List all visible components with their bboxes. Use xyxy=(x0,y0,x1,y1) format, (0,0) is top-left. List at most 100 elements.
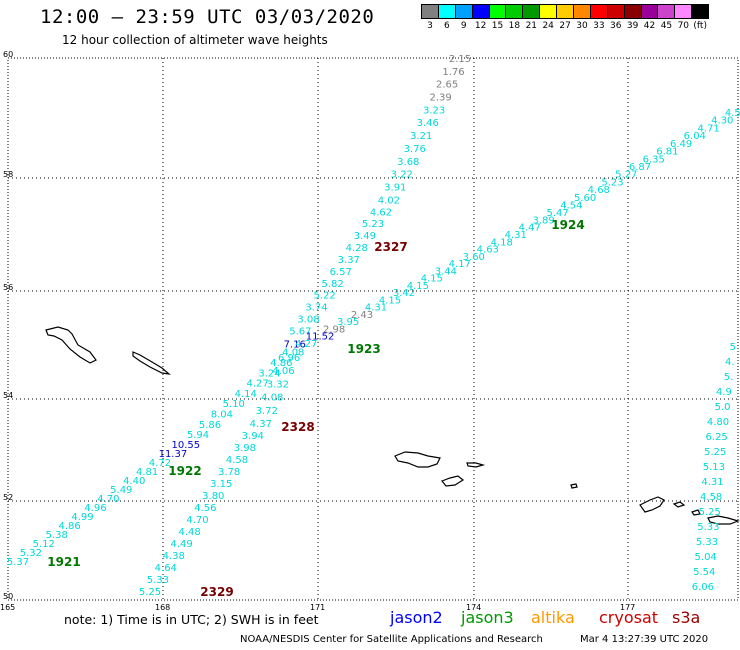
pass-time-label: 2327 xyxy=(374,240,407,254)
wave-height-label: 2.15 xyxy=(449,54,471,65)
wave-height-label: 3.32 xyxy=(267,379,289,390)
wave-height-label: 3.44 xyxy=(435,266,457,277)
wave-height-label: 4.72 xyxy=(149,458,171,469)
wave-height-label: 5.54 xyxy=(693,567,715,578)
wave-height-label: 4.64 xyxy=(155,563,177,574)
wave-height-label: 5.27 xyxy=(615,170,637,181)
wave-height-label: 3.15 xyxy=(210,479,232,490)
wave-height-label: 3.94 xyxy=(242,431,264,442)
legend-jason2: jason2 xyxy=(390,608,443,627)
wave-height-label: 5 xyxy=(730,342,736,353)
wave-height-label: 4.62 xyxy=(370,207,392,218)
land-outline xyxy=(639,496,665,513)
wave-height-label: 3.76 xyxy=(404,144,426,155)
wave-height-label: 4.47 xyxy=(519,223,541,234)
wave-height-label: 6.87 xyxy=(629,162,651,173)
wave-height-label: 4.14 xyxy=(235,389,257,400)
wave-height-label: 5.38 xyxy=(46,530,68,541)
wave-height-label: 6.81 xyxy=(656,147,678,158)
longitude-tick-label: 165 xyxy=(0,603,15,612)
track-cryosat-2327-2329: 2.15 1.76 2.65 2.393.23 3.46 3.21 3.76 3.68 3.22… xyxy=(139,54,471,598)
wave-height-label: 4. xyxy=(725,357,735,368)
chart-subtitle: 12 hour collection of altimeter wave hei… xyxy=(62,33,328,47)
wave-height-label: 5.12 xyxy=(33,539,55,550)
latitude-tick-label: 60 xyxy=(3,50,13,59)
wave-height-label: 5.23 xyxy=(601,178,623,189)
wave-height-label: 5.25 xyxy=(139,587,161,598)
pass-time-label: 1922 xyxy=(168,464,201,478)
wave-height-label: 3.78 xyxy=(218,467,240,478)
color-scale-label: 9 xyxy=(460,21,467,31)
wave-height-label: 4.15 xyxy=(407,281,429,292)
wave-height-label: 4.15 xyxy=(379,295,401,306)
wave-height-label: 3.23 xyxy=(423,105,445,116)
latitude-tick-label: 52 xyxy=(3,493,13,502)
wave-height-label: 4.28 xyxy=(346,243,368,254)
wave-height-label: 2.43 xyxy=(351,310,373,321)
wave-height-label: 3.95 xyxy=(337,317,359,328)
wave-height-label: 11.52 xyxy=(306,332,335,343)
legend-altika: altika xyxy=(531,608,575,627)
wave-height-label: 4.08 xyxy=(282,348,304,359)
wave-height-label: 3.24 xyxy=(258,368,280,379)
longitude-tick-label: 177 xyxy=(620,603,635,612)
wave-height-label: 3.80 xyxy=(202,491,224,502)
color-scale-labels: 3 6 9 12 15 18 21 24 27 30 33 36 39 42 45 70 (ft) xyxy=(421,21,708,31)
wave-height-label: 5.94 xyxy=(187,430,209,441)
wave-height-label: 4.68 xyxy=(588,185,610,196)
generated-timestamp: Mar 4 13:27:39 UTC 2020 xyxy=(580,634,709,645)
wave-height-label: 4.40 xyxy=(123,476,145,487)
wave-height-label: 5.25 xyxy=(699,507,721,518)
wave-height-label: 5.86 xyxy=(199,420,221,431)
land-outline xyxy=(394,451,441,468)
track-east-edge: 5 4. 5. 4.9 5.0 4.80 6.25 5.25 5.13 4.31 4.58 5.25 5… xyxy=(692,342,736,593)
land-outline xyxy=(45,326,97,364)
land-outline xyxy=(570,483,578,489)
color-scale-label: 30 xyxy=(576,21,588,31)
wave-height-label: 4.06 xyxy=(272,366,294,377)
wave-height-label: 3.46 xyxy=(417,118,439,129)
wave-height-label: 4.58 xyxy=(226,455,248,466)
wave-height-label: 4.30 xyxy=(711,116,733,127)
wave-height-label: 5.32 xyxy=(20,548,42,559)
wave-height-label: 3.42 xyxy=(393,288,415,299)
wave-height-label: 5.33 xyxy=(147,575,169,586)
land-outline xyxy=(466,462,486,468)
wave-height-label: 8.04 xyxy=(211,410,233,421)
wave-height-label: 6.06 xyxy=(692,582,714,593)
color-scale-label: 3 xyxy=(427,21,433,31)
color-scale-label: 70 xyxy=(677,21,690,31)
wave-height-label: 4.71 xyxy=(697,123,719,134)
wave-height-label: 5.67 xyxy=(289,326,311,337)
wave-height-label: 4.63 xyxy=(477,245,499,256)
pass-labels: 2327 1924 1923 2328 1922 1921 2329 xyxy=(47,218,584,599)
wave-height-label: 4.02 xyxy=(378,195,400,206)
wave-height-label: 5.25 xyxy=(704,447,726,458)
wave-height-label: 4.18 xyxy=(491,237,513,248)
color-scale-label: 39 xyxy=(626,21,639,31)
wave-height-label: 4.96 xyxy=(84,503,106,514)
wave-height-label: 5. xyxy=(724,372,734,383)
note-text: note: 1) Time is in UTC; 2) SWH is in fe… xyxy=(64,612,319,627)
wave-height-label: 4.54 xyxy=(560,201,582,212)
pass-time-label: 2329 xyxy=(200,585,233,599)
wave-height-label: 3.22 xyxy=(391,170,413,181)
pass-time-label: 1924 xyxy=(551,218,584,232)
wave-height-label: 4.86 xyxy=(58,521,80,532)
wave-height-label: 4.31 xyxy=(365,303,387,314)
wave-height-label: 7.16 xyxy=(284,340,306,351)
wave-height-label: 3.68 xyxy=(397,157,419,168)
credit-text: NOAA/NESDIS Center for Satellite Applica… xyxy=(240,634,543,645)
color-scale-swatches xyxy=(421,4,710,19)
wave-height-label: 4.58 xyxy=(700,492,722,503)
wave-height-label: 4.37 xyxy=(250,419,272,430)
wave-height-label: 6.57 xyxy=(330,267,352,278)
longitude-tick-label: 174 xyxy=(466,603,481,612)
wave-height-label: 3.21 xyxy=(410,131,432,142)
chart-title: 12:00 – 23:59 UTC 03/03/2020 xyxy=(40,6,375,28)
wave-height-label: 2.65 xyxy=(436,80,458,91)
color-scale-label: 21 xyxy=(525,21,538,31)
wave-height-label: 6.49 xyxy=(670,139,692,150)
land-features xyxy=(45,326,740,525)
